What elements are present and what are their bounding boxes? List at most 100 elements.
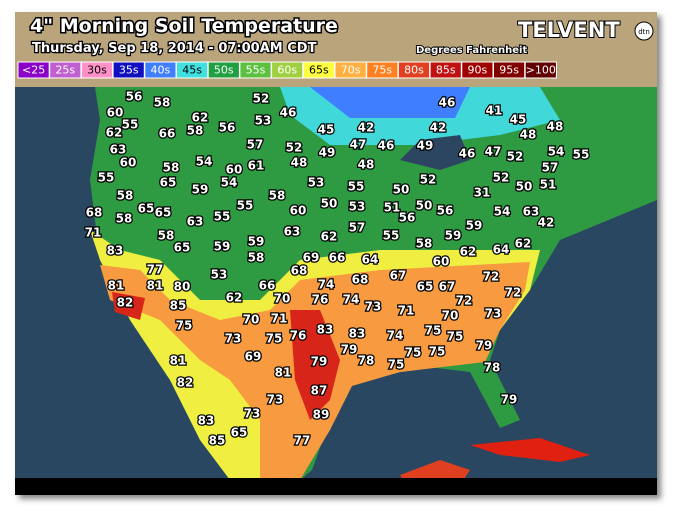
legend-swatch bbox=[239, 61, 272, 79]
station-temp: 45 bbox=[318, 123, 335, 137]
station-temp: 49 bbox=[417, 139, 434, 153]
station-temp: 70 bbox=[243, 313, 260, 327]
station-temp: 50 bbox=[393, 183, 410, 197]
station-temp: 79 bbox=[341, 343, 358, 357]
station-temp: 41 bbox=[486, 104, 503, 118]
legend-label: 70s bbox=[341, 64, 361, 77]
legend-swatch bbox=[397, 61, 431, 79]
station-temp: 65 bbox=[417, 280, 434, 294]
station-temp: 42 bbox=[430, 121, 447, 135]
station-temp: 72 bbox=[483, 270, 500, 284]
legend-label: 40s bbox=[151, 64, 171, 77]
station-temp: 59 bbox=[214, 240, 231, 254]
station-temp: 62 bbox=[515, 237, 532, 251]
station-temp: 67 bbox=[390, 269, 407, 283]
station-temp: 74 bbox=[343, 293, 360, 307]
station-temp: 55 bbox=[383, 229, 400, 243]
station-temp: 52 bbox=[253, 92, 270, 106]
legend-swatch bbox=[176, 61, 209, 79]
map-background bbox=[15, 12, 657, 495]
station-temp: 83 bbox=[198, 414, 215, 428]
station-temp: 77 bbox=[147, 263, 164, 277]
station-temp: 71 bbox=[398, 304, 415, 318]
station-temp: 69 bbox=[245, 350, 262, 364]
station-temp: 50 bbox=[321, 197, 338, 211]
station-temp: 55 bbox=[237, 199, 254, 213]
legend-swatch bbox=[144, 61, 177, 79]
station-temp: 75 bbox=[176, 319, 193, 333]
station-temp: 73 bbox=[225, 332, 242, 346]
station-temp: 62 bbox=[192, 111, 209, 125]
station-temp: 81 bbox=[275, 366, 292, 380]
station-temp: 52 bbox=[493, 171, 510, 185]
station-temp: 54 bbox=[548, 145, 565, 159]
station-temp: 81 bbox=[170, 354, 187, 368]
station-temp: 69 bbox=[303, 251, 320, 265]
station-temp: 60 bbox=[433, 255, 450, 269]
station-temp: 75 bbox=[425, 324, 442, 338]
station-temp: 54 bbox=[196, 155, 213, 169]
station-temp: 68 bbox=[291, 264, 308, 278]
station-temp: 64 bbox=[493, 243, 510, 257]
station-temp: 73 bbox=[485, 307, 502, 321]
legend-label: >100 bbox=[526, 64, 556, 77]
station-temp: 52 bbox=[507, 150, 524, 164]
station-temp: 62 bbox=[106, 126, 123, 140]
legend-label: 25s bbox=[55, 64, 75, 77]
station-temp: 66 bbox=[159, 127, 176, 141]
station-temp: 83 bbox=[349, 327, 366, 341]
station-temp: 76 bbox=[312, 293, 329, 307]
station-temp: 60 bbox=[107, 106, 124, 120]
station-temp: 74 bbox=[387, 329, 404, 343]
legend-swatch bbox=[17, 61, 50, 79]
station-temp: 47 bbox=[350, 138, 367, 152]
legend-label: 65s bbox=[309, 64, 329, 77]
station-temp: 63 bbox=[523, 205, 540, 219]
station-temp: 72 bbox=[456, 294, 473, 308]
station-temp: 31 bbox=[474, 186, 491, 200]
station-temp: 59 bbox=[248, 235, 265, 249]
station-temp: 79 bbox=[311, 355, 328, 369]
legend-label: 55s bbox=[246, 64, 266, 77]
station-temp: 48 bbox=[547, 120, 564, 134]
station-temp: 78 bbox=[358, 354, 375, 368]
station-temp: 52 bbox=[420, 173, 437, 187]
station-temp: 63 bbox=[284, 225, 301, 239]
station-temp: 68 bbox=[86, 206, 103, 220]
station-temp: 68 bbox=[352, 273, 369, 287]
station-temp: 54 bbox=[494, 205, 511, 219]
station-temp: 85 bbox=[209, 434, 226, 448]
station-temp: 59 bbox=[445, 229, 462, 243]
station-temp: 70 bbox=[442, 309, 459, 323]
station-temp: 51 bbox=[540, 178, 557, 192]
station-temp: 75 bbox=[447, 330, 464, 344]
station-temp: 58 bbox=[158, 229, 175, 243]
station-temp: 73 bbox=[244, 407, 261, 421]
station-temp: 65 bbox=[155, 206, 172, 220]
station-temp: 57 bbox=[542, 161, 559, 175]
station-temp: 50 bbox=[416, 199, 433, 213]
legend-swatch bbox=[334, 61, 367, 79]
station-temp: 67 bbox=[439, 280, 456, 294]
station-temp: 55 bbox=[98, 171, 115, 185]
legend-label: 95s bbox=[499, 64, 519, 77]
station-temp: 55 bbox=[348, 180, 365, 194]
station-temp: 71 bbox=[271, 312, 288, 326]
station-temp: 65 bbox=[231, 426, 248, 440]
station-temp: 65 bbox=[160, 176, 177, 190]
station-temp: 70 bbox=[274, 292, 291, 306]
station-temp: 42 bbox=[358, 121, 375, 135]
station-temp: 75 bbox=[405, 346, 422, 360]
station-temp: 58 bbox=[154, 96, 171, 110]
station-temp: 61 bbox=[248, 159, 265, 173]
station-temp: 55 bbox=[122, 118, 139, 132]
station-temp: 42 bbox=[538, 216, 555, 230]
station-temp: 59 bbox=[466, 219, 483, 233]
legend-label: 60s bbox=[277, 64, 297, 77]
station-temp: 46 bbox=[459, 147, 476, 161]
legend-label: 80s bbox=[404, 64, 424, 77]
legend-swatch bbox=[207, 61, 240, 79]
station-temp: 60 bbox=[226, 163, 243, 177]
